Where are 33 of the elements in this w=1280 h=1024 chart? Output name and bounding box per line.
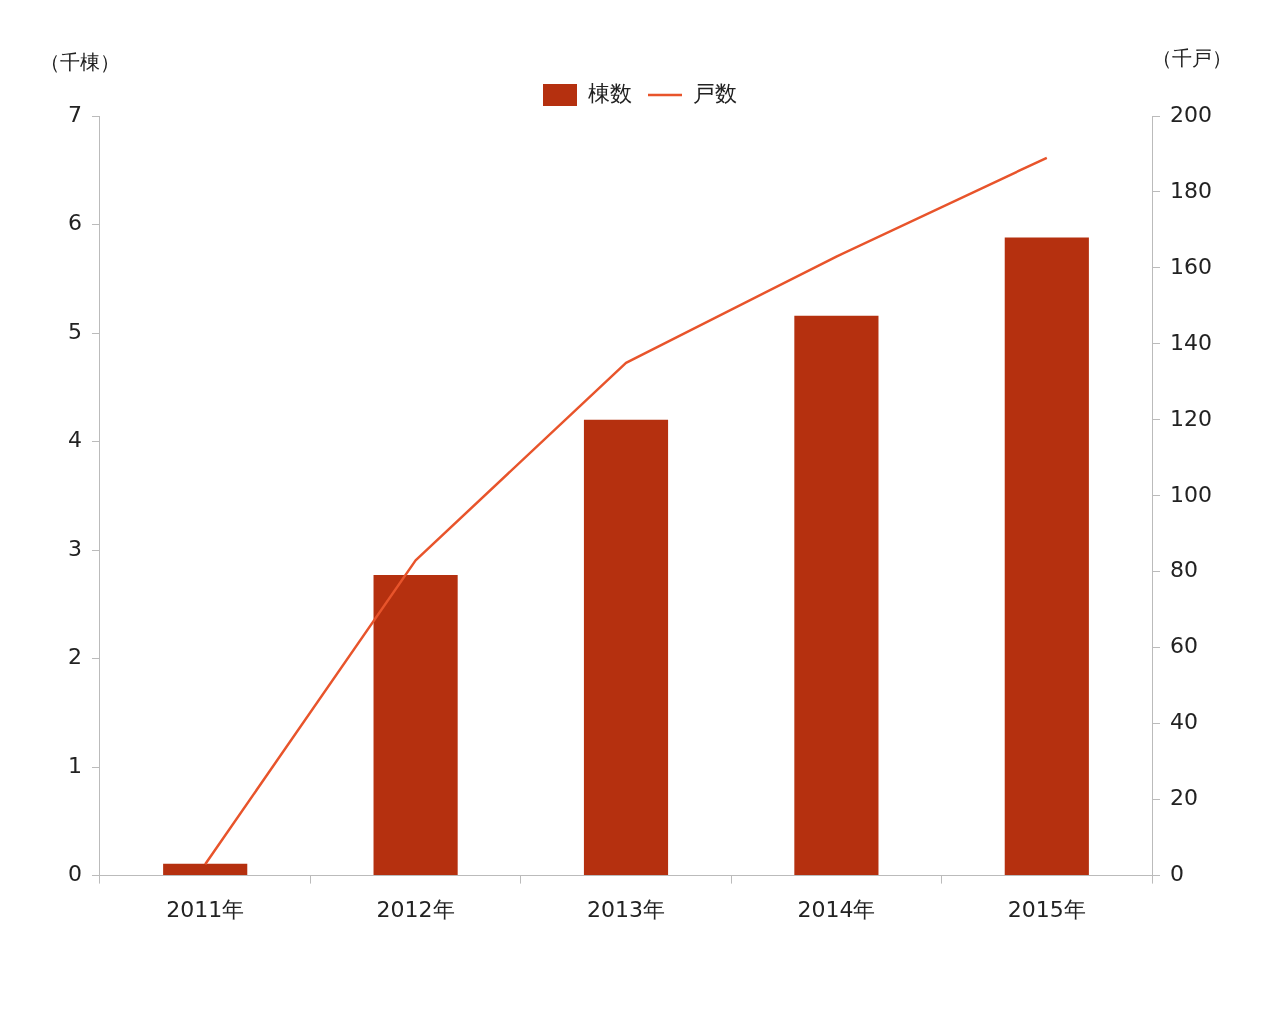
x-tick-label: 2014年: [797, 896, 876, 922]
x-tick-label: 2011年: [166, 896, 245, 922]
y2-tick-label: 60: [1170, 633, 1199, 659]
bar: [373, 575, 458, 876]
y2-tick-label: 0: [1170, 861, 1185, 887]
y-tick-label: 0: [68, 861, 82, 887]
y-tick-label: 7: [68, 101, 82, 127]
bar: [794, 315, 879, 876]
y2-tick-label: 100: [1170, 481, 1213, 507]
y2-tick-label: 140: [1170, 329, 1213, 355]
y2-tick-label: 120: [1170, 405, 1213, 431]
bar: [583, 419, 669, 876]
x-tick-label: 2015年: [1007, 896, 1086, 922]
y-tick-label: 5: [68, 318, 82, 344]
y-tick-label: 6: [68, 210, 82, 236]
y2-tick-label: 180: [1170, 177, 1213, 203]
y-axis-title: （千棟）: [40, 50, 120, 75]
legend-label: 戸数: [693, 80, 737, 106]
y2-axis-title: （千戸）: [1152, 46, 1233, 71]
y-tick-label: 3: [68, 535, 82, 561]
y-tick-label: 2: [68, 644, 82, 670]
bar: [163, 863, 248, 876]
y2-tick-label: 160: [1170, 253, 1213, 279]
y-tick-label: 1: [68, 752, 82, 778]
bar: [1004, 237, 1089, 876]
y2-tick-label: 20: [1170, 785, 1199, 811]
x-tick-label: 2013年: [587, 896, 665, 922]
y2-tick-label: 40: [1170, 709, 1199, 735]
y2-tick-label: 80: [1170, 557, 1199, 583]
x-tick-label: 2012年: [376, 896, 455, 922]
y-tick-label: 4: [68, 427, 82, 453]
legend-label: 棟数: [588, 80, 632, 106]
y2-tick-label: 200: [1170, 101, 1213, 127]
